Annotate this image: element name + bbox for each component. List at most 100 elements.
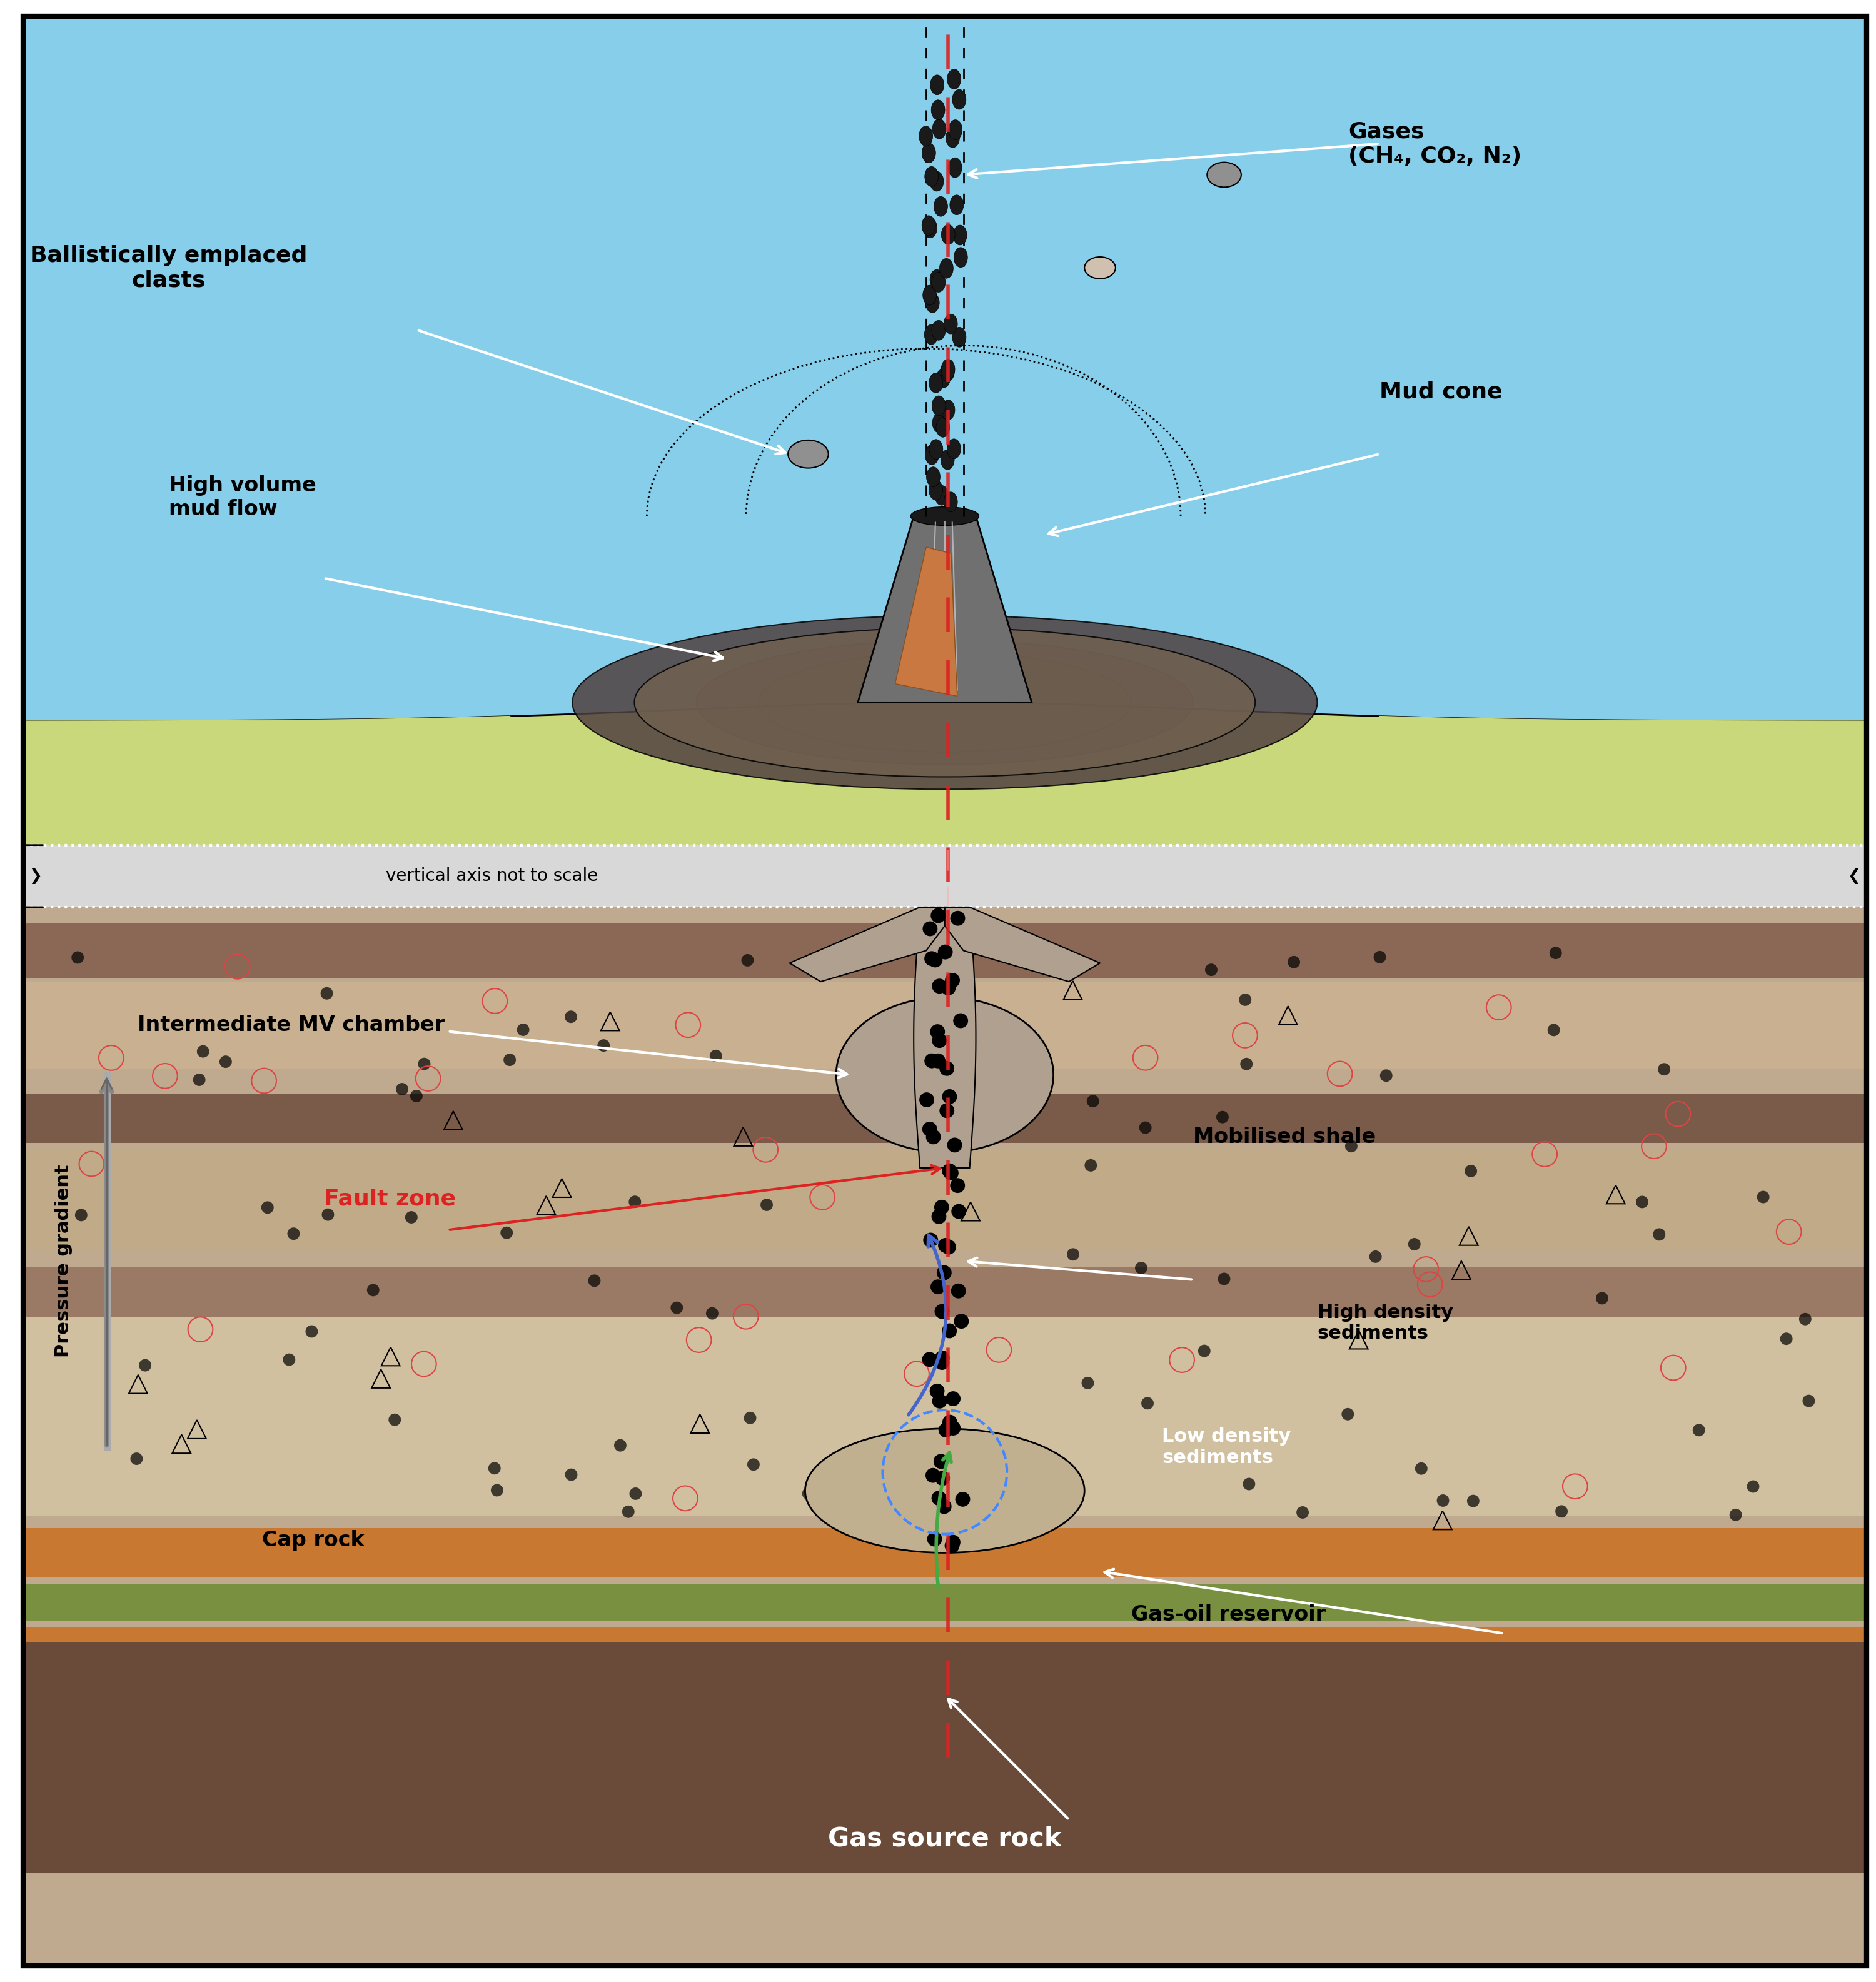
Circle shape [946, 1538, 959, 1554]
Circle shape [1596, 1292, 1608, 1304]
Circle shape [934, 1455, 949, 1469]
Ellipse shape [921, 143, 936, 163]
Text: Gas source rock: Gas source rock [827, 1825, 1062, 1851]
Ellipse shape [932, 272, 946, 291]
Circle shape [934, 1356, 949, 1370]
Circle shape [1799, 1312, 1812, 1326]
Circle shape [1636, 1195, 1649, 1209]
Bar [23, 1266, 1867, 1316]
Ellipse shape [1206, 163, 1242, 186]
Ellipse shape [947, 159, 962, 178]
Ellipse shape [925, 166, 938, 186]
Circle shape [219, 1056, 233, 1068]
Circle shape [1082, 1377, 1094, 1389]
Circle shape [411, 1090, 422, 1102]
Ellipse shape [921, 216, 936, 236]
Ellipse shape [634, 628, 1255, 777]
Circle shape [741, 953, 754, 967]
Circle shape [947, 1138, 962, 1152]
Circle shape [923, 922, 938, 936]
Circle shape [936, 1265, 951, 1280]
Ellipse shape [934, 486, 949, 505]
Bar [23, 924, 1867, 979]
Circle shape [261, 1201, 274, 1213]
Circle shape [1296, 1506, 1309, 1518]
Ellipse shape [925, 444, 938, 464]
Ellipse shape [1084, 258, 1116, 279]
Bar [23, 844, 1867, 908]
Polygon shape [790, 908, 946, 981]
Circle shape [934, 1304, 949, 1318]
Circle shape [597, 1039, 610, 1052]
Text: ❮: ❮ [1848, 868, 1861, 884]
Ellipse shape [930, 75, 944, 95]
Circle shape [1747, 1481, 1760, 1492]
Circle shape [930, 1025, 946, 1039]
Text: Low density
sediments: Low density sediments [1161, 1427, 1291, 1467]
Circle shape [1780, 1332, 1793, 1346]
Circle shape [628, 1486, 642, 1500]
Circle shape [518, 1023, 529, 1037]
Circle shape [287, 1227, 300, 1241]
Circle shape [944, 1165, 959, 1181]
Circle shape [1373, 951, 1386, 963]
Circle shape [1803, 1395, 1814, 1407]
Circle shape [71, 951, 84, 963]
Polygon shape [914, 908, 976, 1167]
Text: Cap rock: Cap rock [263, 1530, 364, 1550]
Circle shape [388, 1413, 401, 1425]
Text: High volume
mud flow: High volume mud flow [169, 476, 317, 519]
Text: Gas-oil reservoir: Gas-oil reservoir [1131, 1605, 1326, 1625]
PathPatch shape [23, 702, 1867, 844]
Circle shape [938, 1423, 953, 1437]
Circle shape [925, 951, 940, 965]
Circle shape [955, 1492, 970, 1506]
Circle shape [923, 1352, 936, 1368]
Circle shape [565, 1011, 578, 1023]
Ellipse shape [572, 616, 1317, 789]
Circle shape [1141, 1397, 1154, 1409]
Ellipse shape [929, 480, 942, 499]
Circle shape [747, 1459, 760, 1471]
Ellipse shape [936, 369, 951, 388]
Circle shape [940, 981, 955, 995]
Circle shape [1084, 1159, 1097, 1171]
Circle shape [951, 1203, 966, 1219]
Circle shape [1550, 947, 1563, 959]
Bar [23, 1150, 1867, 1249]
Circle shape [946, 1421, 961, 1435]
Text: vertical axis not to scale: vertical axis not to scale [386, 868, 598, 884]
Circle shape [946, 1391, 961, 1405]
FancyArrowPatch shape [908, 1235, 946, 1415]
Circle shape [193, 1074, 206, 1086]
Circle shape [613, 1439, 627, 1451]
Circle shape [1730, 1508, 1743, 1520]
Circle shape [923, 1233, 938, 1247]
Text: Mud cone: Mud cone [1379, 381, 1503, 402]
Circle shape [1242, 1479, 1255, 1490]
Circle shape [321, 987, 332, 999]
Ellipse shape [942, 400, 955, 420]
Ellipse shape [936, 418, 949, 438]
Circle shape [927, 953, 942, 967]
Ellipse shape [942, 359, 955, 379]
Circle shape [953, 1013, 968, 1029]
Circle shape [1658, 1062, 1670, 1076]
Circle shape [936, 1498, 951, 1514]
Circle shape [942, 1239, 957, 1255]
Ellipse shape [947, 438, 961, 458]
Ellipse shape [942, 224, 955, 244]
Circle shape [930, 1280, 946, 1294]
Circle shape [1758, 1191, 1769, 1203]
Circle shape [1238, 993, 1251, 1007]
Ellipse shape [930, 99, 946, 119]
Circle shape [1465, 1165, 1476, 1177]
Circle shape [925, 1469, 940, 1483]
Ellipse shape [923, 218, 938, 238]
Ellipse shape [949, 194, 964, 214]
Circle shape [932, 1209, 946, 1225]
Text: Ballistically emplaced
clasts: Ballistically emplaced clasts [30, 246, 308, 291]
Circle shape [1204, 963, 1218, 975]
Circle shape [760, 1199, 773, 1211]
Circle shape [405, 1211, 418, 1223]
